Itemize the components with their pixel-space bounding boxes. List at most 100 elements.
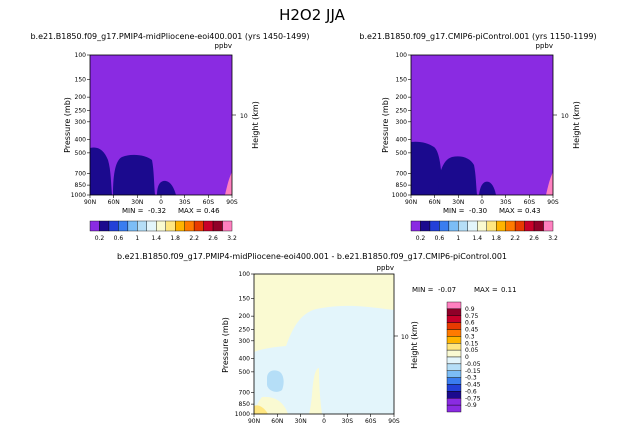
colorbar: 0.2 0.6 1 1.4 1.8 2.2 2.6 3.2: [89, 220, 237, 242]
colorbar-label: -0.75: [465, 395, 481, 402]
colorbar-swatch: [446, 391, 462, 399]
y-tick-label: 300: [75, 119, 87, 126]
x-tick-label: 60S: [524, 199, 536, 206]
x-axis-ticks: 90N 60N 30N 0 30S 60S 90S: [405, 195, 559, 206]
colorbar-swatch: [446, 308, 462, 316]
colorbar-swatch: [156, 220, 166, 232]
y-axis-label: Pressure (mb): [381, 97, 390, 153]
max-label: MAX =: [178, 207, 202, 215]
x-tick-label: 30N: [295, 418, 307, 425]
y-tick-label: 1000: [71, 192, 86, 199]
colorbar-swatch: [446, 363, 462, 371]
y-tick-label: 1000: [235, 411, 250, 418]
y-tick-label: 200: [396, 94, 408, 101]
colorbar-label: 2.2: [510, 235, 520, 242]
min-label: MIN =: [122, 207, 144, 215]
colorbar-swatch: [446, 322, 462, 330]
min-label: MIN =: [443, 207, 465, 215]
y-axis-label: Pressure (mb): [63, 97, 72, 153]
y-tick-label: 1000: [392, 192, 407, 199]
y-tick-label: 700: [239, 389, 251, 396]
colorbar-label: 1.8: [170, 235, 180, 242]
colorbar-swatch: [446, 404, 462, 413]
colorbar-label: -0.05: [465, 361, 481, 368]
negative-region-strong: [267, 370, 284, 392]
low-value-region: [157, 180, 176, 195]
max-label: MAX =: [474, 286, 498, 294]
x-tick-label: 60S: [203, 199, 215, 206]
colorbar-swatch: [458, 220, 469, 232]
x-axis-ticks: 90N 60N 30N 0 30S 60S 90S: [248, 414, 400, 425]
max-value: 0.43: [525, 207, 541, 215]
y-tick-label: 200: [75, 94, 87, 101]
panel-title: b.e21.B1850.f09_g17.PMIP4-midPliocene-eo…: [30, 32, 309, 41]
colorbar-swatch: [446, 336, 462, 344]
colorbar-swatch: [203, 220, 214, 232]
y-tick-label: 300: [396, 119, 408, 126]
colorbar-swatch: [89, 220, 100, 232]
colorbar-swatch: [174, 220, 185, 232]
colorbar-label: 1.8: [491, 235, 501, 242]
x-tick-label: 30S: [342, 418, 354, 425]
colorbar-swatch: [446, 301, 462, 310]
colorbar-label: 1: [456, 235, 460, 242]
y-tick-label: 250: [396, 108, 408, 115]
x-tick-label: 0: [159, 199, 163, 206]
low-value-region: [113, 154, 155, 195]
colorbar-label: 3.2: [227, 235, 237, 242]
colorbar-label: 0.45: [465, 327, 479, 334]
colorbar: 0.90.750.60.450.30.150.050-0.05-0.15-0.3…: [446, 301, 481, 413]
x-tick-label: 60N: [271, 418, 283, 425]
colorbar-swatch: [446, 329, 462, 337]
colorbar-swatch: [118, 220, 129, 232]
y-tick-label: 150: [396, 77, 408, 84]
y-tick-label: 100: [396, 52, 408, 59]
x-tick-label: 30N: [452, 199, 464, 206]
colorbar-swatch: [477, 220, 487, 232]
high-value-region: [546, 172, 553, 195]
y-tick-label: 100: [239, 271, 251, 278]
colorbar-swatch: [514, 220, 525, 232]
colorbar-swatch: [496, 220, 506, 232]
y-tick-label: 500: [75, 150, 87, 157]
colorbar-swatch: [446, 377, 462, 385]
x-tick-label: 90S: [226, 199, 238, 206]
colorbar-swatch: [137, 220, 147, 232]
colorbar-label: 1.4: [472, 235, 482, 242]
y2-axis-label: Height (km): [572, 101, 581, 149]
x-tick-label: 30N: [131, 199, 143, 206]
colorbar-label: 0.6: [435, 235, 445, 242]
colorbar-swatch: [429, 220, 440, 232]
colorbar-swatch: [439, 220, 450, 232]
y-axis-label: Pressure (mb): [221, 317, 230, 373]
y-tick-label: 700: [75, 170, 87, 177]
y-tick-label: 400: [75, 136, 87, 143]
colorbar-swatch: [184, 220, 195, 232]
colorbar-label: -0.45: [465, 382, 481, 389]
colorbar-label: 0.2: [95, 235, 105, 242]
y-tick-label: 250: [239, 327, 251, 334]
y-tick-label: 400: [396, 136, 408, 143]
colorbar-swatch: [127, 220, 138, 232]
y-tick-label: 500: [396, 150, 408, 157]
panel-title: b.e21.B1850.f09_g17.CMIP6-piControl.001 …: [359, 32, 596, 41]
colorbar-swatch: [193, 220, 204, 232]
min-label: MIN =: [412, 286, 434, 294]
colorbar-swatch: [108, 220, 119, 232]
colorbar-label: 2.6: [529, 235, 539, 242]
x-tick-label: 90S: [547, 199, 559, 206]
positive-region: [254, 405, 268, 414]
max-label: MAX =: [499, 207, 523, 215]
y2-tick-label: 10: [401, 334, 409, 341]
colorbar-swatch: [165, 220, 176, 232]
y-axis-ticks: 100 150 200 250 300 400 500 700 850 1000: [71, 52, 90, 199]
colorbar-label: 0.9: [465, 306, 475, 313]
low-value-region: [479, 181, 496, 195]
y-tick-label: 500: [239, 369, 251, 376]
y-tick-label: 150: [75, 77, 87, 84]
colorbar-swatch: [146, 220, 157, 232]
colorbar-swatch: [99, 220, 110, 232]
colorbar-label: 0.75: [465, 313, 479, 320]
plot-area: [253, 273, 395, 415]
colorbar-swatch: [533, 220, 544, 232]
